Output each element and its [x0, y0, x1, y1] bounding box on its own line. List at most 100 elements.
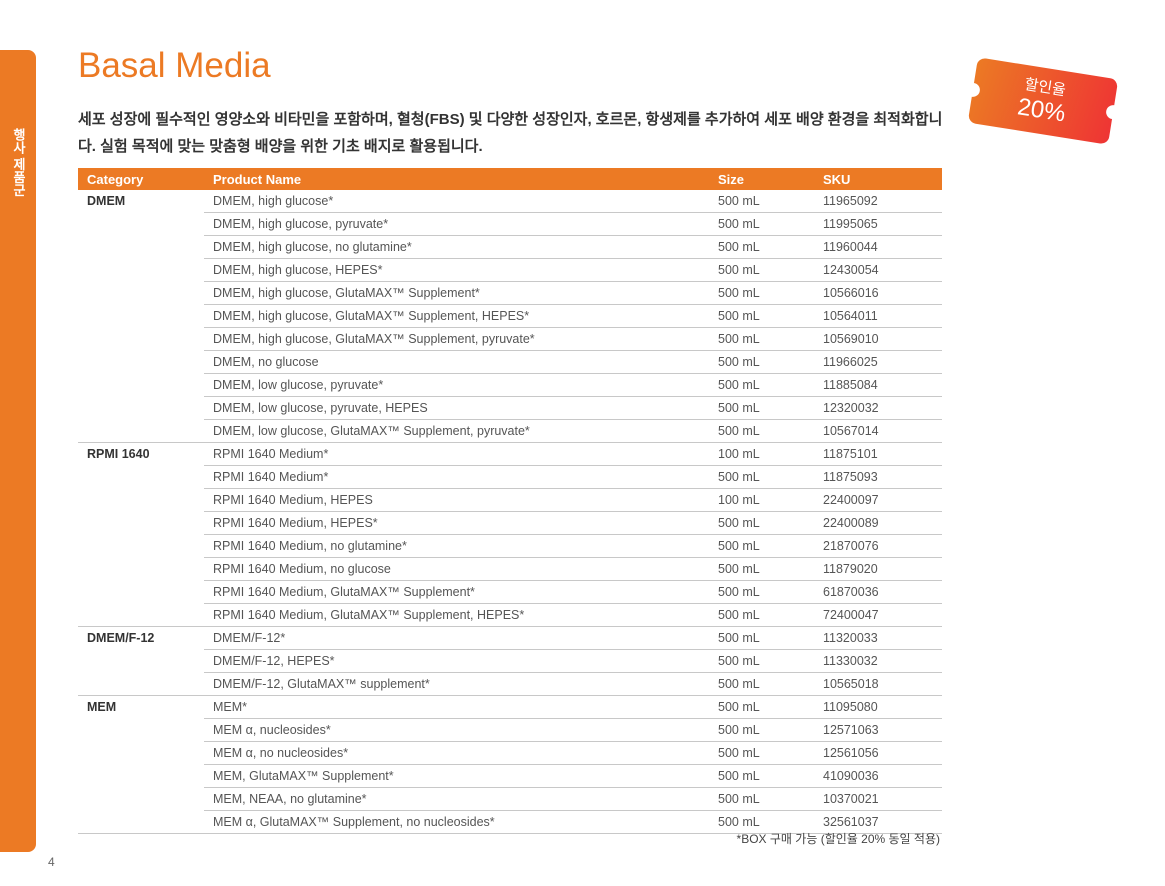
sku-cell: 11879020	[814, 557, 942, 581]
category-cell: MEM	[78, 695, 204, 719]
product-name-cell: DMEM, high glucose, GlutaMAX™ Supplement…	[204, 304, 709, 328]
sku-cell: 11875101	[814, 442, 942, 466]
category-cell	[78, 305, 204, 328]
category-cell: DMEM/F-12	[78, 626, 204, 650]
category-cell	[78, 673, 204, 696]
sku-cell: 10566016	[814, 281, 942, 305]
category-cell	[78, 328, 204, 351]
sku-cell: 11875093	[814, 465, 942, 489]
category-cell	[78, 558, 204, 581]
category-cell	[78, 282, 204, 305]
table-row: RPMI 1640 Medium* 500 mL 11875093	[78, 465, 942, 489]
size-cell: 500 mL	[709, 258, 814, 282]
size-cell: 500 mL	[709, 235, 814, 259]
sku-cell: 11095080	[814, 695, 942, 719]
product-name-cell: DMEM, high glucose, GlutaMAX™ Supplement…	[204, 281, 709, 305]
page-title: Basal Media	[78, 46, 271, 85]
header-category: Category	[78, 168, 204, 190]
product-name-cell: MEM α, no nucleosides*	[204, 741, 709, 765]
size-cell: 500 mL	[709, 741, 814, 765]
sku-cell: 12571063	[814, 718, 942, 742]
size-cell: 500 mL	[709, 810, 814, 834]
size-cell: 500 mL	[709, 557, 814, 581]
table-row: RPMI 1640 RPMI 1640 Medium* 100 mL 11875101	[78, 442, 942, 466]
sku-cell: 11960044	[814, 235, 942, 259]
page-number: 4	[48, 855, 55, 869]
size-cell: 500 mL	[709, 672, 814, 696]
size-cell: 500 mL	[709, 511, 814, 535]
product-name-cell: DMEM, high glucose*	[213, 194, 334, 208]
category-cell	[78, 581, 204, 604]
category-cell	[78, 535, 204, 558]
product-name-cell: RPMI 1640 Medium, GlutaMAX™ Supplement, …	[204, 603, 709, 627]
size-cell: 500 mL	[709, 304, 814, 328]
size-cell: 500 mL	[709, 396, 814, 420]
category-cell	[78, 742, 204, 765]
table-row: DMEM, low glucose, pyruvate, HEPES 500 mL…	[78, 396, 942, 420]
product-name-cell: DMEM, high glucose, HEPES*	[204, 258, 709, 282]
table-row: DMEM/F-12 DMEM/F-12* 500 mL 11320033	[78, 626, 942, 650]
sku-cell: 72400047	[814, 603, 942, 627]
sku-cell: 22400089	[814, 511, 942, 535]
sku-cell: 32561037	[814, 810, 942, 834]
product-name-cell: DMEM/F-12*	[204, 626, 709, 650]
product-name-cell: MEM α, GlutaMAX™ Supplement, no nucleosi…	[204, 810, 709, 834]
header-sku: SKU	[814, 168, 942, 190]
sku-cell: 61870036	[814, 580, 942, 604]
section-side-tab: 행사 제품군	[0, 50, 36, 852]
category-cell	[78, 512, 204, 535]
product-name-cell: DMEM, no glucose	[204, 350, 709, 374]
size-cell: 500 mL	[709, 350, 814, 374]
size-cell: 500 mL	[709, 327, 814, 351]
size-cell: 500 mL	[709, 764, 814, 788]
description: 세포 성장에 필수적인 영양소와 비타민을 포함하며, 혈청(FBS) 및 다양…	[78, 111, 943, 155]
product-name-cell: RPMI 1640 Medium, HEPES	[204, 488, 709, 512]
table-row: MEM α, nucleosides* 500 mL 12571063	[78, 718, 942, 742]
table-row: DMEM, high glucose, pyruvate* 500 mL 11995…	[78, 212, 942, 236]
table-row: DMEM, high glucose, GlutaMAX™ Supplement…	[78, 304, 942, 328]
product-name-cell: DMEM, high glucose, pyruvate*	[204, 212, 709, 236]
sku-cell: 21870076	[814, 534, 942, 558]
category-cell	[78, 466, 204, 489]
table-row: MEM, GlutaMAX™ Supplement* 500 mL 41090036	[78, 764, 942, 788]
size-cell: 500 mL	[709, 580, 814, 604]
product-name-cell: RPMI 1640 Medium*	[204, 465, 709, 489]
size-cell: 500 mL	[718, 194, 760, 208]
table-row: DMEM, high glucose, HEPES* 500 mL 12430054	[78, 258, 942, 282]
product-name-cell: DMEM, high glucose, no glutamine*	[204, 235, 709, 259]
sku-cell: 11330032	[814, 649, 942, 673]
product-name-cell: RPMI 1640 Medium, no glucose	[204, 557, 709, 581]
category-cell	[78, 650, 204, 673]
sku-cell: 10564011	[814, 304, 942, 328]
table-row: DMEM, no glucose 500 mL 11966025	[78, 350, 942, 374]
table-row: RPMI 1640 Medium, HEPES 100 mL 22400097	[78, 488, 942, 512]
category-cell	[78, 374, 204, 397]
size-cell: 500 mL	[709, 603, 814, 627]
size-cell: 500 mL	[709, 695, 814, 719]
category-cell	[78, 259, 204, 282]
size-cell: 100 mL	[709, 488, 814, 512]
product-name-cell: MEM α, nucleosides*	[204, 718, 709, 742]
category-cell	[78, 420, 204, 443]
category-cell	[78, 397, 204, 420]
product-name-cell: MEM, NEAA, no glutamine*	[204, 787, 709, 811]
size-cell: 500 mL	[709, 419, 814, 443]
table-row: RPMI 1640 Medium, no glucose 500 mL 118790…	[78, 557, 942, 581]
table-row: DMEM/F-12, GlutaMAX™ supplement* 500 mL 10…	[78, 672, 942, 696]
table-row: DMEM/F-12, HEPES* 500 mL 11330032	[78, 649, 942, 673]
product-name-cell: DMEM, high glucose, GlutaMAX™ Supplement…	[204, 327, 709, 351]
category-cell: DMEM	[87, 194, 126, 209]
size-cell: 500 mL	[709, 281, 814, 305]
sku-cell: 10565018	[814, 672, 942, 696]
size-cell: 500 mL	[709, 373, 814, 397]
side-tab-label: 행사 제품군	[11, 128, 26, 197]
sku-cell: 11320033	[814, 626, 942, 650]
discount-badge: 할인율 20%	[967, 57, 1119, 145]
size-cell: 500 mL	[709, 787, 814, 811]
table-row: RPMI 1640 Medium, no glutamine* 500 mL 218…	[78, 534, 942, 558]
sku-cell: 22400097	[814, 488, 942, 512]
sku-cell: 10569010	[814, 327, 942, 351]
size-cell: 500 mL	[709, 465, 814, 489]
category-cell	[78, 765, 204, 788]
category-cell	[78, 788, 204, 811]
